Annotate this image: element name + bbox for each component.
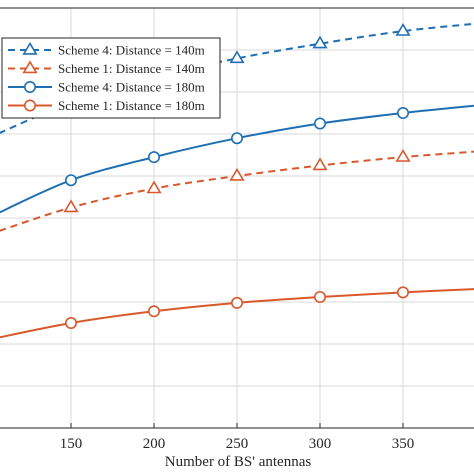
series-2-point-5 [396,107,409,120]
series-2 [0,104,474,214]
series-0-point-5 [395,23,411,36]
legend-marker-3 [23,99,36,112]
x-tick-label-4: 350 [392,436,415,452]
legend-marker-0 [22,41,38,55]
series-1-point-1 [63,199,79,213]
series-3 [0,286,474,339]
series-2-point-3 [231,132,244,145]
x-tick-label-2: 250 [226,436,249,452]
legend-label-2: Scheme 4: Distance = 180m [58,80,205,95]
series-2-point-4 [313,117,326,130]
series-3-point-2 [148,305,161,318]
legend-marker-2 [23,81,36,94]
x-tick-label-1: 200 [143,436,166,452]
series-3-point-1 [65,316,78,329]
x-axis-ticks: 150 200 250 300 350 [60,423,415,452]
x-tick-label-3: 300 [309,436,332,452]
series-0-point-4 [312,35,328,49]
series-1-point-3 [229,167,245,181]
series-3-point-3 [231,296,244,309]
series-3-point-5 [396,286,409,299]
x-axis-label: Number of BS' antennas [165,454,312,470]
series-1-point-2 [146,180,162,194]
series-2-point-1 [65,174,78,187]
series-2-point-2 [148,151,161,164]
series-1-point-5 [395,149,411,162]
legend: Scheme 4: Distance = 140m Scheme 1: Dista… [1,37,221,119]
series-1-point-4 [312,157,328,171]
legend-marker-1 [22,60,38,74]
series-1 [0,149,474,232]
series-3-point-4 [313,290,326,303]
x-tick-label-0: 150 [60,436,83,452]
legend-label-0: Scheme 4: Distance = 140m [58,43,205,58]
series-0-point-3 [229,50,245,64]
legend-label-3: Scheme 1: Distance = 180m [58,98,205,113]
legend-label-1: Scheme 1: Distance = 140m [58,61,205,76]
